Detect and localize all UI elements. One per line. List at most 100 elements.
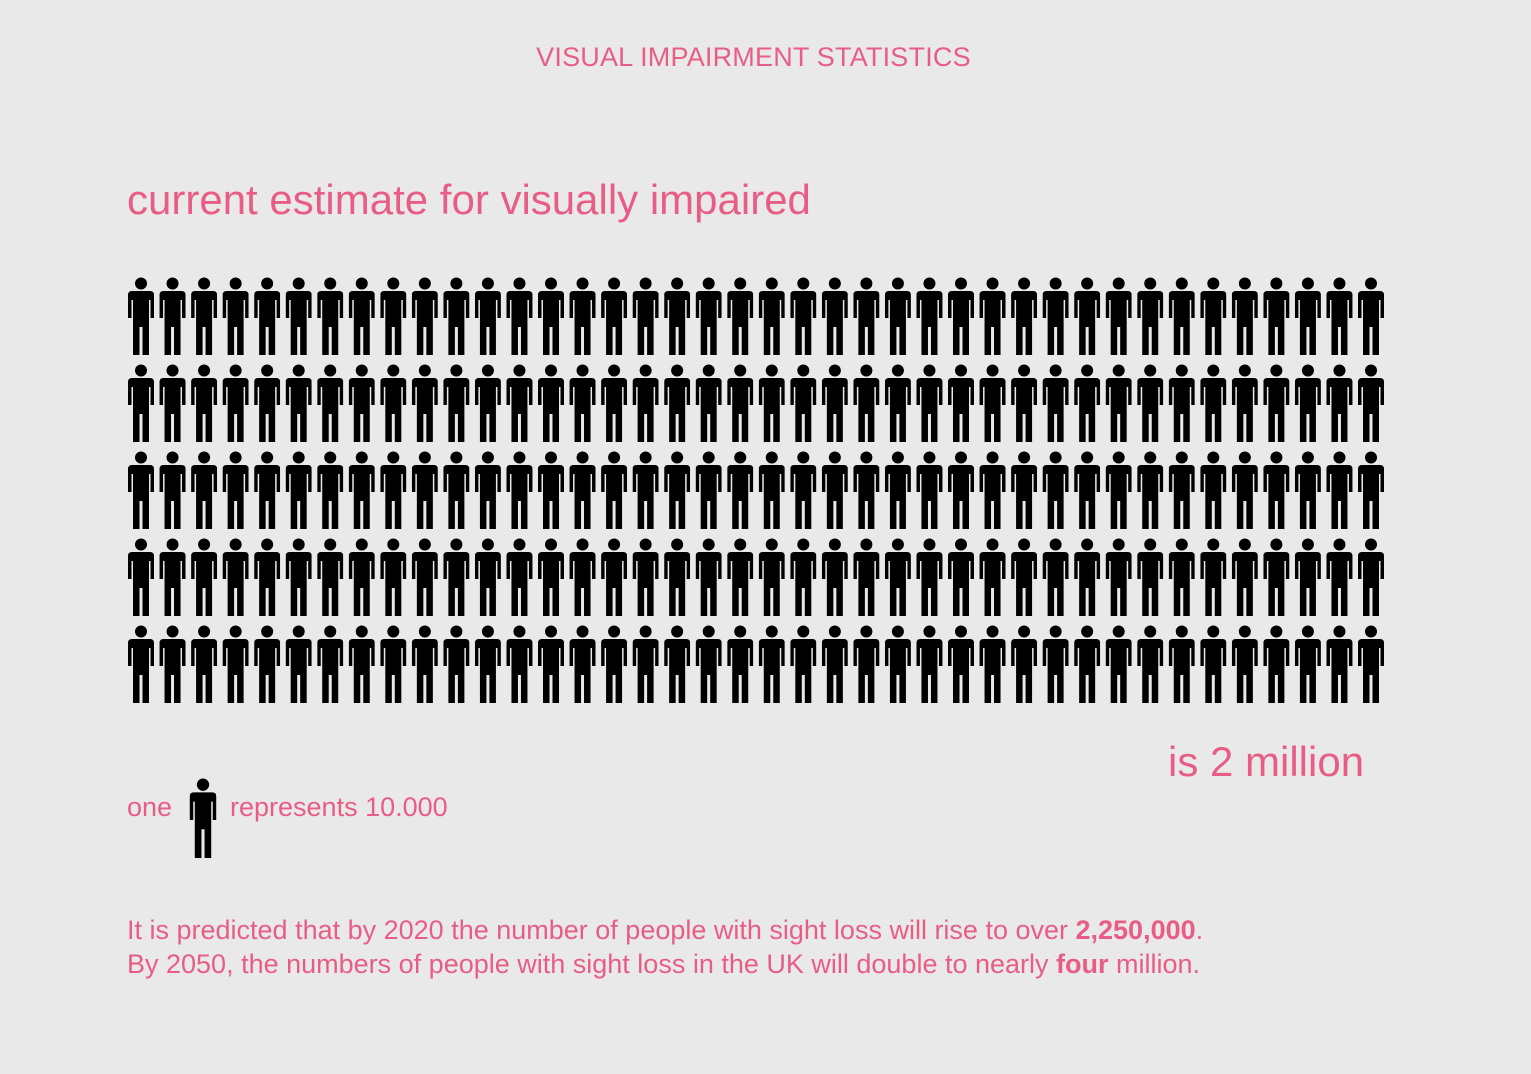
person-icon <box>884 277 911 355</box>
person-icon <box>1011 625 1038 703</box>
person-icon <box>1231 538 1258 616</box>
person-icon <box>191 277 218 355</box>
person-icon <box>979 451 1006 529</box>
person-icon <box>916 277 943 355</box>
prediction-2020-value: 2,250,000 <box>1075 915 1196 945</box>
person-icon <box>188 778 218 858</box>
person-icon <box>1137 538 1164 616</box>
person-icon <box>790 364 817 442</box>
person-icon <box>254 625 281 703</box>
person-icon <box>1105 451 1132 529</box>
pictogram-svg <box>128 277 1384 703</box>
person-icon <box>1042 277 1069 355</box>
person-icon <box>948 538 974 616</box>
person-icon <box>601 277 628 355</box>
person-icon <box>1042 451 1069 529</box>
total-value: is 2 million <box>1168 738 1365 785</box>
person-icon <box>443 277 470 355</box>
person-icon <box>411 451 438 529</box>
person-icon <box>1168 625 1195 703</box>
person-icon <box>285 364 312 442</box>
person-icon <box>254 538 281 616</box>
person-icon <box>1042 364 1069 442</box>
person-icon <box>916 538 943 616</box>
person-icon <box>1326 364 1353 442</box>
person-icon <box>1074 364 1101 442</box>
person-icon <box>1105 625 1132 703</box>
person-icon <box>1200 625 1227 703</box>
person-icon <box>569 277 596 355</box>
person-icon <box>1231 625 1258 703</box>
person-icon <box>979 625 1006 703</box>
person-icon <box>727 364 754 442</box>
person-icon <box>1011 538 1038 616</box>
person-icon <box>1105 538 1132 616</box>
person-icon <box>380 277 407 355</box>
person-icon <box>916 625 943 703</box>
person-icon <box>632 538 659 616</box>
person-icon <box>411 625 438 703</box>
person-icon <box>1074 277 1101 355</box>
person-icon <box>411 364 438 442</box>
person-icon <box>348 625 375 703</box>
person-icon <box>159 451 186 529</box>
person-icon <box>601 451 628 529</box>
person-icon <box>191 451 218 529</box>
person-icon <box>538 538 564 616</box>
person-icon <box>506 625 533 703</box>
person-icon <box>727 625 754 703</box>
person-icon <box>222 364 249 442</box>
person-icon <box>191 625 218 703</box>
person-icon <box>758 625 785 703</box>
person-icon <box>1358 364 1384 442</box>
person-icon <box>1074 538 1101 616</box>
person-icon <box>727 277 754 355</box>
legend: one represents 10.000 <box>127 778 527 858</box>
person-icon <box>1294 538 1321 616</box>
person-icon <box>348 451 375 529</box>
person-icon <box>380 364 407 442</box>
person-icon <box>695 277 722 355</box>
person-icon <box>790 451 817 529</box>
person-icon <box>348 277 375 355</box>
person-icon <box>979 538 1006 616</box>
person-icon <box>1137 625 1164 703</box>
person-icon <box>538 625 564 703</box>
person-icon <box>569 625 596 703</box>
person-icon <box>191 364 218 442</box>
person-icon <box>790 625 817 703</box>
person-icon <box>664 538 691 616</box>
person-icon <box>159 364 186 442</box>
person-icon <box>853 625 880 703</box>
person-icon <box>948 364 974 442</box>
person-icon <box>538 277 564 355</box>
person-icon <box>1358 277 1384 355</box>
person-icon <box>664 277 691 355</box>
person-icon <box>948 451 974 529</box>
person-icon <box>1358 625 1384 703</box>
person-icon <box>664 451 691 529</box>
person-icon <box>790 277 817 355</box>
person-icon <box>790 538 817 616</box>
person-icon <box>821 364 848 442</box>
prediction-2050-value: four <box>1056 949 1109 979</box>
person-icon <box>285 451 312 529</box>
person-icon <box>695 538 722 616</box>
person-icon <box>128 538 154 616</box>
person-icon <box>1294 625 1321 703</box>
person-icon <box>1263 277 1290 355</box>
person-icon <box>1137 277 1164 355</box>
person-icon <box>695 451 722 529</box>
person-icon <box>632 451 659 529</box>
person-icon <box>159 538 186 616</box>
person-icon <box>1358 538 1384 616</box>
person-icon <box>506 538 533 616</box>
person-icon <box>853 451 880 529</box>
person-icon <box>948 277 974 355</box>
person-icon <box>569 538 596 616</box>
person-icon <box>569 364 596 442</box>
person-icon <box>443 538 470 616</box>
person-icon <box>317 538 344 616</box>
person-icon <box>474 538 501 616</box>
prediction-2050-text: By 2050, the numbers of people with sigh… <box>127 949 1057 979</box>
